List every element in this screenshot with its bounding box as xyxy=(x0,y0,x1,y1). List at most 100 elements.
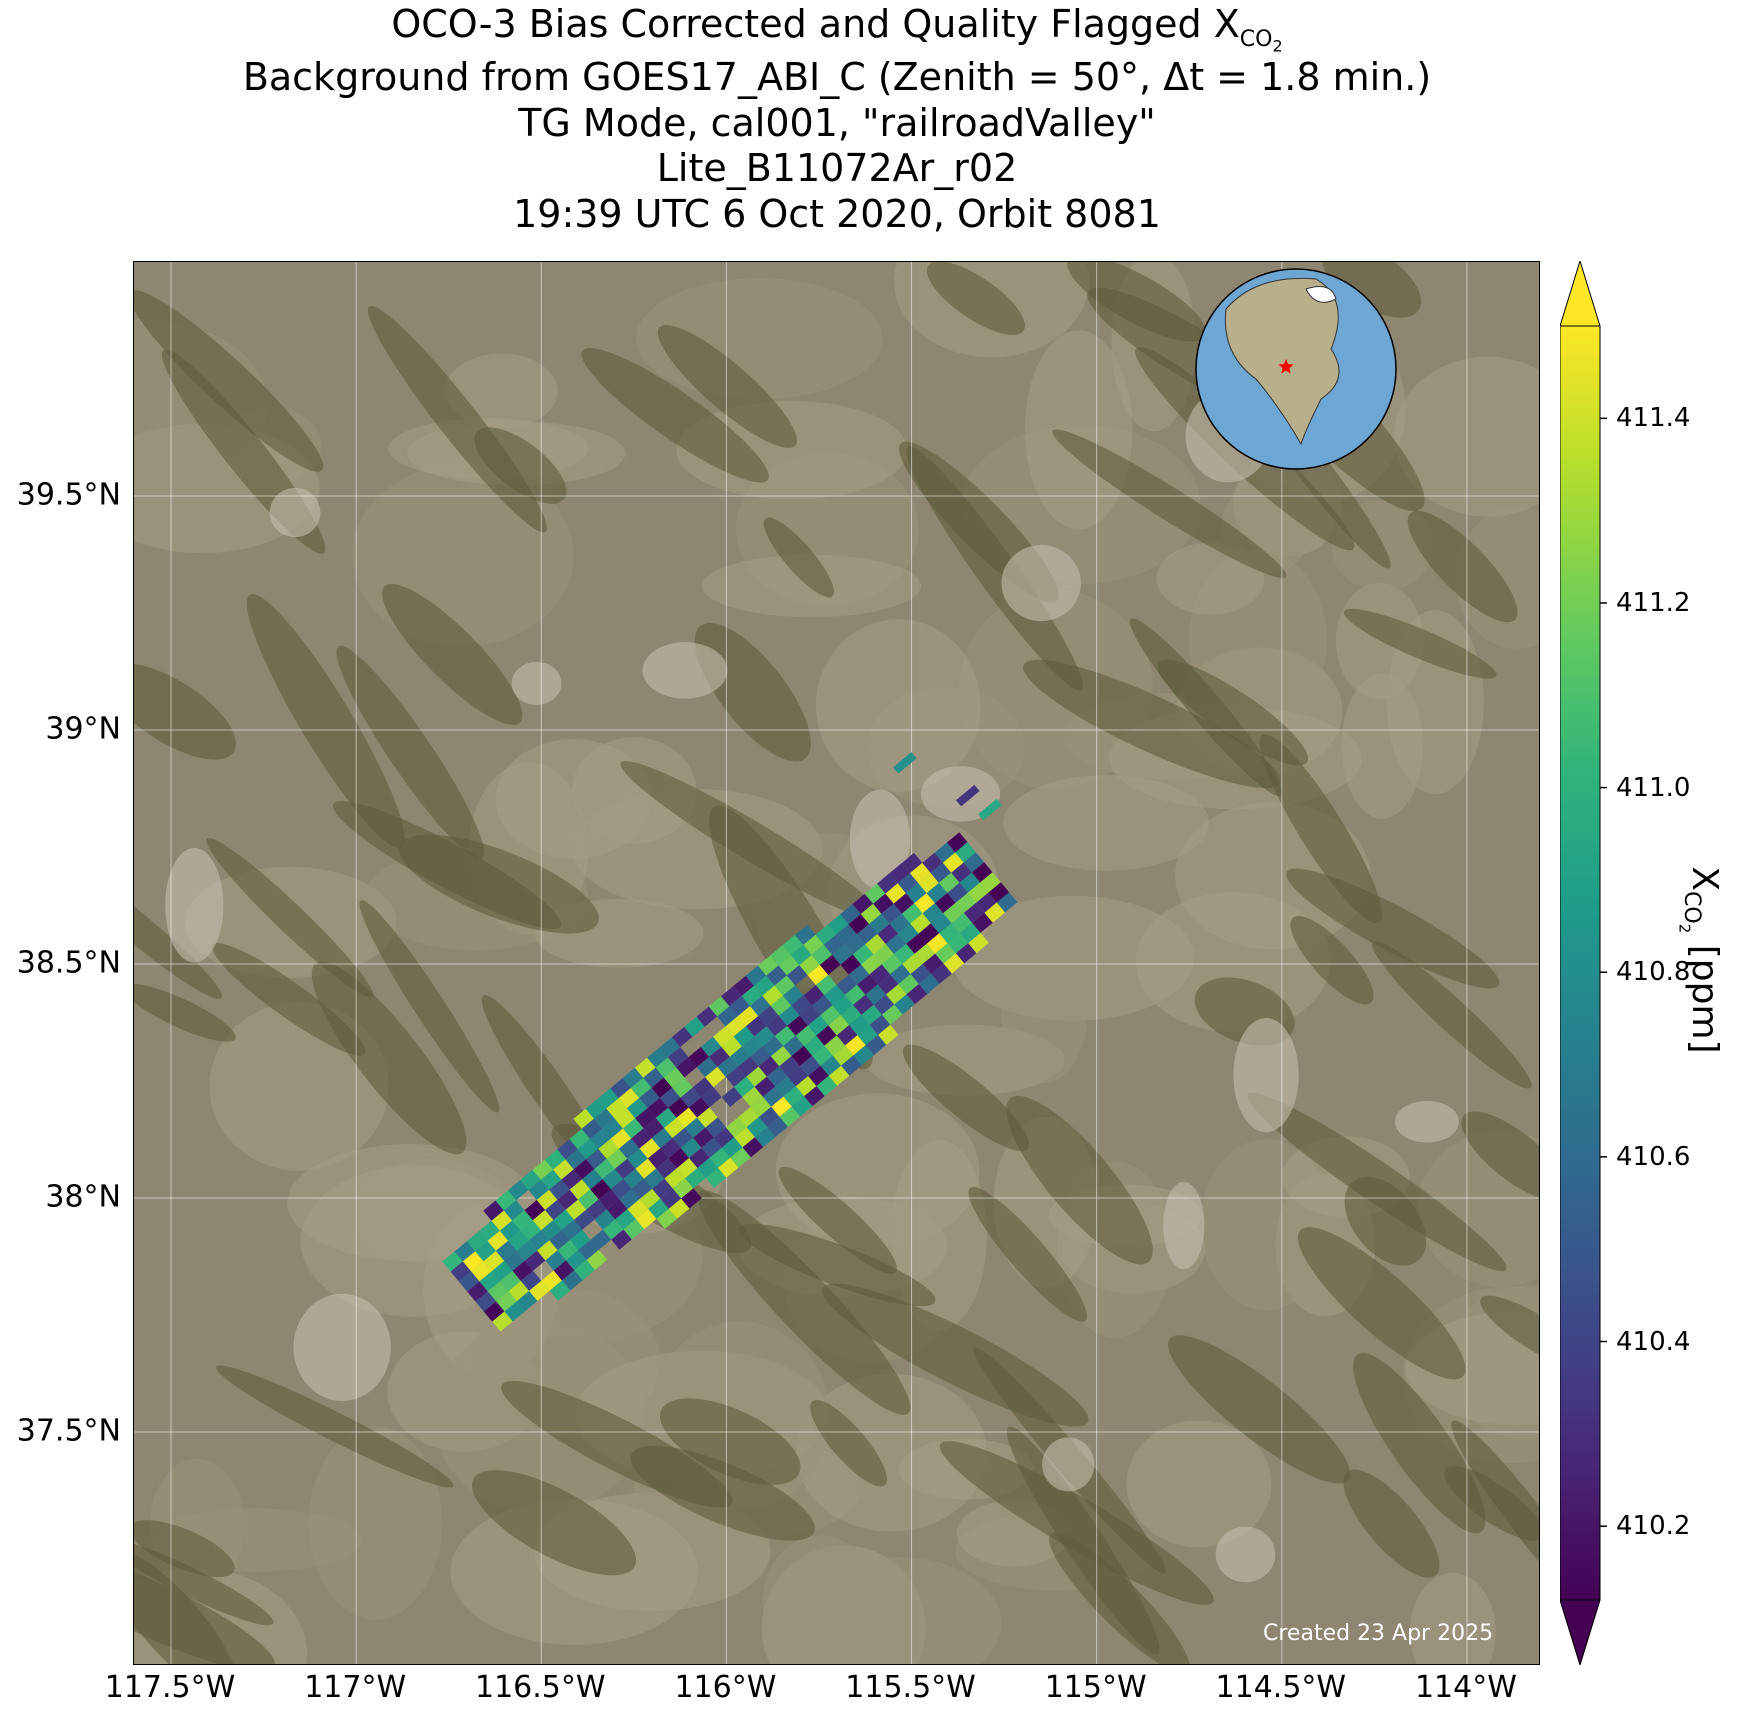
dry-lakebed xyxy=(1215,1526,1276,1583)
xco2-sounding xyxy=(614,1158,636,1179)
xco2-sounding xyxy=(577,1138,599,1160)
mountain-ridge xyxy=(822,1283,1089,1427)
mountain-ridge xyxy=(906,446,1083,691)
xco2-sounding xyxy=(680,1137,702,1158)
xco2-sounding xyxy=(832,944,853,965)
xco2-sounding xyxy=(693,1127,714,1148)
xco2-sounding xyxy=(861,1004,882,1025)
xco2-sounding xyxy=(840,1004,862,1026)
xco2-sounding xyxy=(562,1270,583,1291)
xco2-sounding xyxy=(733,975,754,996)
satellite-map[interactable]: Created 23 Apr 2025 xyxy=(133,261,1540,1665)
mountain-ridge xyxy=(336,645,485,859)
xco2-sounding xyxy=(894,994,915,1015)
dry-lakebed xyxy=(920,766,1001,822)
xco2-sounding xyxy=(864,883,886,904)
xco2-sounding xyxy=(639,1188,661,1209)
xco2-sounding xyxy=(918,923,940,944)
xco2-sounding xyxy=(930,913,952,934)
colorbar-gradient xyxy=(1559,325,1601,1601)
dry-lakebed xyxy=(642,642,728,699)
xco2-sounding xyxy=(696,1056,718,1078)
dry-lakebed xyxy=(293,1293,391,1401)
xco2-sounding xyxy=(791,995,812,1016)
xco2-sounding xyxy=(730,1147,751,1168)
xco2-sounding xyxy=(750,1046,771,1067)
xco2-sounding xyxy=(664,1117,685,1138)
xco2-sounding xyxy=(668,1198,690,1219)
xco2-sounding xyxy=(578,1239,599,1260)
xco2-sounding xyxy=(820,1005,841,1026)
xco2-sounding xyxy=(882,1004,903,1025)
xco2-sounding xyxy=(729,996,750,1017)
xco2-sounding xyxy=(853,1045,874,1066)
xco2-sounding xyxy=(803,1035,825,1056)
xco2-sounding xyxy=(922,903,944,924)
xco2-sounding xyxy=(848,964,870,985)
xco2-sounding xyxy=(701,1087,722,1108)
xco2-sounding xyxy=(787,1066,809,1087)
xco2-sounding xyxy=(742,1137,764,1158)
xco2-sounding xyxy=(598,1138,619,1159)
xco2-sounding xyxy=(512,1260,534,1281)
xco2-sounding xyxy=(565,1199,587,1220)
mountain-ridge xyxy=(1343,608,1497,679)
xco2-sounding xyxy=(750,995,771,1016)
xco2-sounding xyxy=(557,1189,578,1210)
xco2-sounding xyxy=(750,1096,772,1117)
mountain-ridge xyxy=(501,1381,733,1508)
xco2-sounding xyxy=(520,1270,542,1291)
xco2-sounding xyxy=(877,873,898,894)
colorbar-tick-label: 411.0 xyxy=(1616,772,1691,803)
xco2-sounding xyxy=(745,965,767,986)
xco2-sounding xyxy=(496,1291,517,1312)
map-canvas xyxy=(134,262,1539,1664)
xco2-sounding xyxy=(487,1230,509,1251)
colorbar-tick-label: 410.8 xyxy=(1616,957,1691,988)
xco2-sounding xyxy=(483,1250,505,1272)
xco2-sounding xyxy=(590,1128,611,1149)
xco2-sounding xyxy=(466,1230,488,1252)
xco2-sounding xyxy=(717,1056,738,1077)
colorbar-max-extend xyxy=(1559,259,1601,327)
xco2-sounding xyxy=(623,1168,644,1189)
longitude-tick-label: 114.5°W xyxy=(1215,1670,1347,1705)
xco2-sounding xyxy=(656,1208,678,1229)
xco2-sounding xyxy=(881,903,902,924)
valley-patch xyxy=(795,1557,1002,1664)
xco2-sounding xyxy=(619,1188,640,1210)
xco2-sounding xyxy=(980,872,1001,893)
xco2-sounding xyxy=(528,1179,550,1200)
xco2-sounding xyxy=(762,1036,784,1057)
xco2-sounding xyxy=(774,975,796,996)
xco2-sounding xyxy=(606,1098,627,1119)
xco2-sounding xyxy=(996,892,1018,913)
xco2-sounding xyxy=(705,1066,726,1088)
xco2-sounding xyxy=(541,1220,562,1241)
xco2-sounding xyxy=(758,1005,779,1026)
xco2-sounding xyxy=(643,1168,665,1189)
xco2-sounding xyxy=(812,1045,833,1066)
dry-lakebed xyxy=(1233,1018,1299,1133)
xco2-sounding xyxy=(959,872,981,893)
xco2-sounding xyxy=(766,1015,788,1036)
xco2-sounding xyxy=(733,1026,755,1047)
xco2-sounding xyxy=(885,933,907,954)
xco2-sounding xyxy=(545,1199,566,1220)
xco2-sounding xyxy=(815,924,837,945)
xco2-sounding xyxy=(508,1230,529,1251)
xco2-sounding xyxy=(873,893,894,914)
xco2-sounding xyxy=(622,1067,644,1088)
xco2-sounding xyxy=(573,1108,594,1129)
mountain-ridge xyxy=(1006,1095,1153,1265)
xco2-sounding xyxy=(922,953,944,974)
xco2-sounding xyxy=(618,1088,640,1109)
xco2-sounding xyxy=(840,904,861,925)
xco2-sounding xyxy=(939,923,960,944)
xco2-sounding xyxy=(930,862,952,883)
xco2-sounding xyxy=(503,1200,525,1221)
xco2-sounding xyxy=(659,1037,681,1058)
xco2-sounding xyxy=(914,943,936,964)
xco2-sounding xyxy=(779,1056,800,1077)
xco2-sounding xyxy=(741,985,763,1006)
